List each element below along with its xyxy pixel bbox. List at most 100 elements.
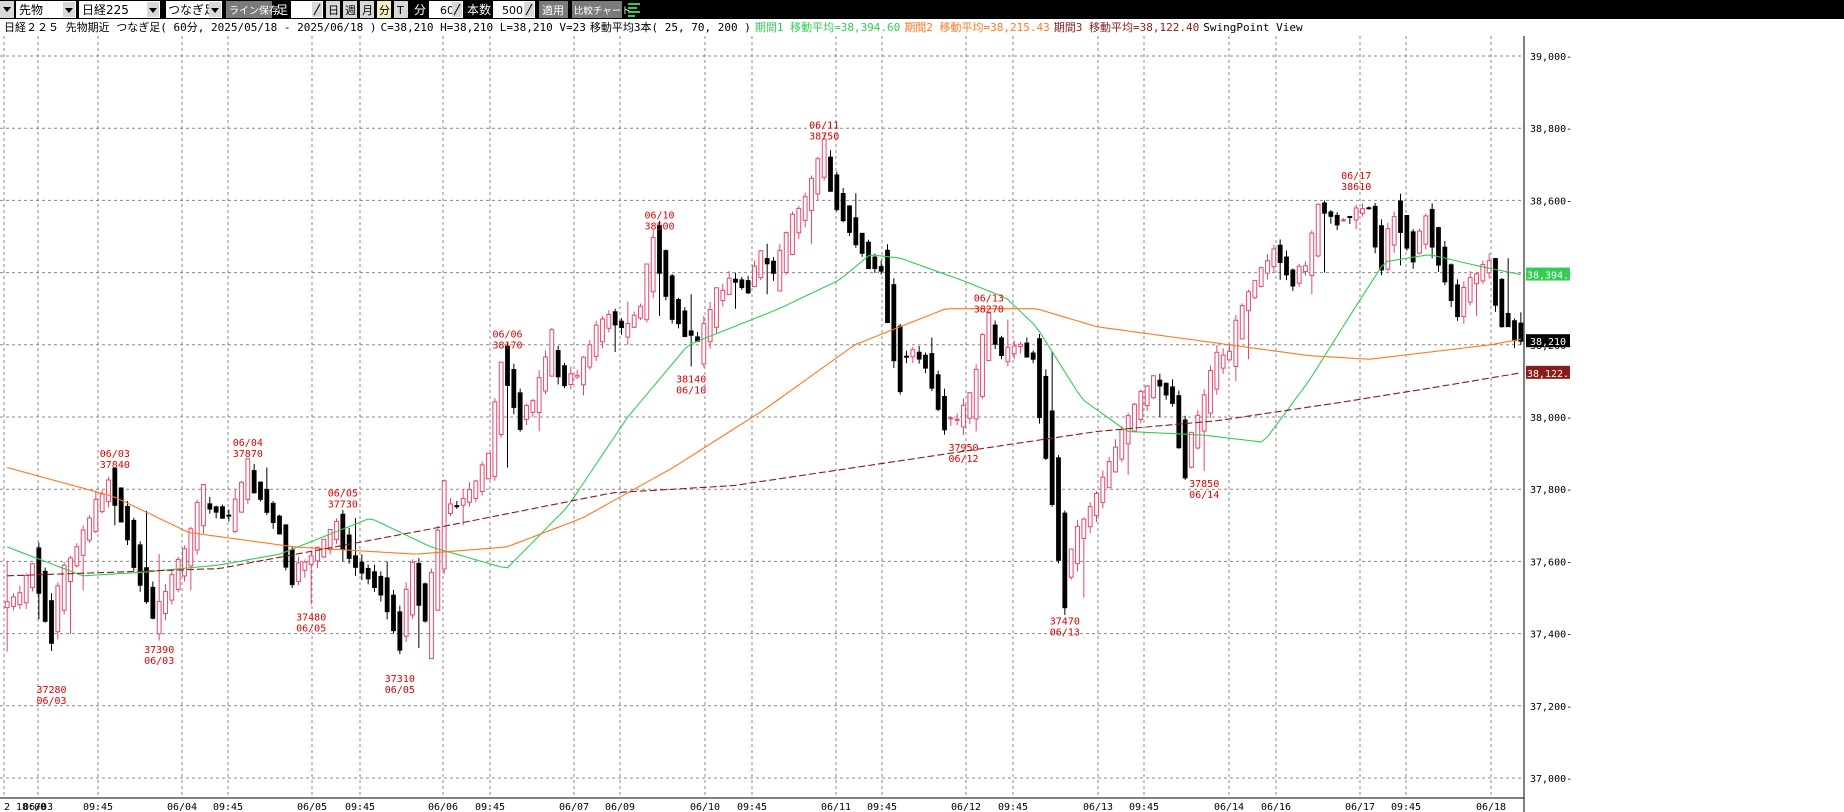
y-tick-label: 37,200- [1530,702,1572,713]
candle-up [30,563,35,588]
candle-down [764,258,770,265]
candle-up [194,501,200,551]
grid [0,36,1524,798]
x-tick-label: 06/13 [1083,802,1113,812]
candle-down [1499,278,1505,328]
candle-up [1144,385,1150,407]
candle-down [454,505,460,508]
price-chart[interactable]: 3728006/0306/03378403739006/0306/0437870… [0,36,1844,812]
bars-spinner[interactable]: 500 [493,1,535,18]
candle-up [910,349,916,358]
candle-down [935,374,941,410]
candle-down [1493,258,1498,306]
candle-up [1385,228,1391,270]
candle-up [600,318,605,343]
candle-up [296,562,301,583]
candle-up [315,546,320,562]
week-button[interactable]: 週 [343,1,357,18]
minute-value-spinner[interactable]: 60 [429,1,463,18]
candle-up [543,356,548,392]
candle-up [1315,203,1321,257]
candle-down [125,505,130,541]
swing-high-price: 38610 [1341,182,1371,193]
y-tick-label: 37,600- [1530,557,1572,568]
candle-up [435,529,441,611]
swing-high-price: 38500 [644,222,674,233]
last-value-text: 38,210 [1530,337,1566,348]
candle-up [752,265,757,288]
candle-up [1486,260,1492,274]
symbol-select[interactable]: 日経225 [79,1,160,18]
candle-up [549,329,555,377]
candle-down [1277,244,1283,263]
candle-down [840,193,846,222]
candle-up [1309,232,1315,276]
candle-down [1043,375,1049,459]
candle-down [562,365,567,387]
candle-down [771,260,776,274]
swing-low-price: 37280 [36,685,66,696]
swing-high-date: 06/10 [644,211,674,222]
ashi-spinner[interactable] [291,1,323,18]
candle-up [93,498,99,532]
candle-down [353,555,358,568]
candle-down [904,355,909,358]
candle-down [511,368,517,408]
view-mode: SwingPoint View [1203,21,1303,34]
candle-up [1467,277,1473,303]
compare-chart-button[interactable]: 比較チャート [572,1,631,18]
x-tick-label: 09:45 [1129,802,1159,812]
candle-down [1379,225,1384,271]
candle-down [1030,352,1036,360]
candle-down [834,174,840,211]
y-axis: 39,000-38,800-38,600-38,400-38,200-38,00… [1523,36,1572,812]
candle-up [1075,525,1080,565]
candle-down [36,547,42,594]
month-button[interactable]: 月 [360,1,374,18]
market-select[interactable]: 先物 [16,1,76,18]
candle-down [1436,227,1441,266]
candle-up [1119,429,1125,460]
symbol-select-value: 日経225 [82,3,129,17]
candle-up [1246,291,1251,312]
candle-up [239,481,244,513]
candle-up [650,237,656,293]
apply-button[interactable]: 適用 [539,1,568,18]
line-save-button[interactable]: ライン保存 [226,1,279,18]
candle-up [68,557,73,583]
day-label: 日 [328,4,339,17]
candle-down [657,224,662,274]
candle-up [156,601,162,635]
candle-down [878,266,884,272]
candle-up [106,479,111,503]
last-value-text: 38,122. [1527,369,1569,380]
candle-down [1429,208,1435,248]
candle-down [131,519,137,568]
candle-up [1087,506,1093,528]
candle-up [498,361,504,435]
tick-button[interactable]: T [394,1,408,18]
candle-up [954,418,960,421]
swing-low-date: 06/05 [296,624,326,635]
candle-down [999,337,1004,356]
period-type-select[interactable]: つなぎ足 [166,1,222,18]
indicator-list-icon[interactable] [628,3,640,17]
swing-low-price: 37850 [1189,479,1219,490]
candle-down [1328,211,1334,217]
day-button[interactable]: 日 [326,1,340,18]
x-tick-label: 06/10 [690,802,720,812]
candle-down [517,392,523,430]
minute-button[interactable]: 分 [377,1,391,18]
candle-down [1284,256,1289,276]
candle-down [118,487,124,523]
candle-up [1227,350,1232,361]
spinner-icon [525,3,533,16]
menu-dropdown[interactable] [0,1,14,18]
candle-up [961,404,966,428]
chart-info-bar: 日経２２５ 先物期近 つなぎ足( 60分, 2025/05/18 - 2025/… [0,19,1844,36]
candle-down [1163,382,1169,396]
candle-up [524,405,529,420]
candle-down [942,396,947,431]
swing-high-date: 06/04 [233,438,263,449]
candle-down [1176,395,1182,449]
